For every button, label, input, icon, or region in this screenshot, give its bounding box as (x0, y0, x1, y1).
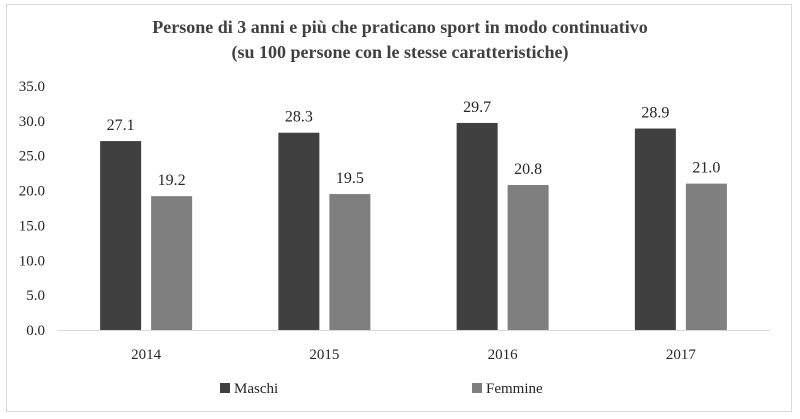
bar-maschi-2016 (456, 122, 498, 330)
bar-femmine-2014 (151, 196, 193, 330)
data-label: 28.3 (285, 109, 313, 126)
x-tick-label: 2015 (309, 347, 339, 363)
chart-frame (6, 4, 792, 412)
chart-title-line: (su 100 persone con le stesse caratteris… (232, 42, 569, 63)
bars (100, 122, 727, 330)
y-tick-label: 20.0 (19, 184, 45, 200)
y-tick-label: 5.0 (26, 288, 45, 304)
bar-femmine-2015 (329, 194, 371, 330)
x-tick-label: 2016 (488, 347, 519, 363)
data-label: 20.8 (514, 161, 542, 178)
y-tick-label: 10.0 (19, 253, 45, 269)
bar-maschi-2014 (100, 141, 142, 330)
y-tick-label: 15.0 (19, 218, 45, 234)
legend-label-maschi: Maschi (234, 381, 278, 397)
bar-maschi-2017 (634, 128, 676, 330)
data-label: 27.1 (107, 117, 135, 134)
data-label: 29.7 (463, 99, 491, 116)
y-tick-label: 0.0 (26, 323, 45, 339)
data-label: 19.5 (336, 170, 364, 187)
data-labels: 27.1 19.2 28.3 19.5 29.7 20.8 28.9 21.0 (107, 99, 721, 189)
data-label: 28.9 (641, 105, 669, 122)
chart-title: Persone di 3 anni e più che praticano sp… (152, 17, 648, 63)
x-axis: 2014 2015 2016 2017 (57, 330, 770, 363)
bar-maschi-2015 (278, 132, 320, 330)
legend: Maschi Femmine (220, 381, 543, 397)
data-label: 21.0 (692, 160, 720, 177)
y-tick-label: 35.0 (19, 79, 45, 95)
chart-title-line: Persone di 3 anni e più che praticano sp… (152, 17, 648, 37)
x-tick-label: 2017 (666, 347, 697, 363)
legend-swatch-maschi (220, 383, 230, 393)
y-axis: 0.0 5.0 10.0 15.0 20.0 25.0 30.0 35.0 (19, 79, 45, 339)
legend-label-femmine: Femmine (486, 381, 543, 397)
bar-femmine-2016 (507, 184, 549, 330)
x-tick-label: 2014 (131, 347, 162, 363)
bar-femmine-2017 (685, 183, 727, 330)
y-tick-label: 25.0 (19, 149, 45, 165)
legend-swatch-femmine (472, 383, 482, 393)
y-tick-label: 30.0 (19, 114, 45, 130)
data-label: 19.2 (158, 172, 186, 189)
